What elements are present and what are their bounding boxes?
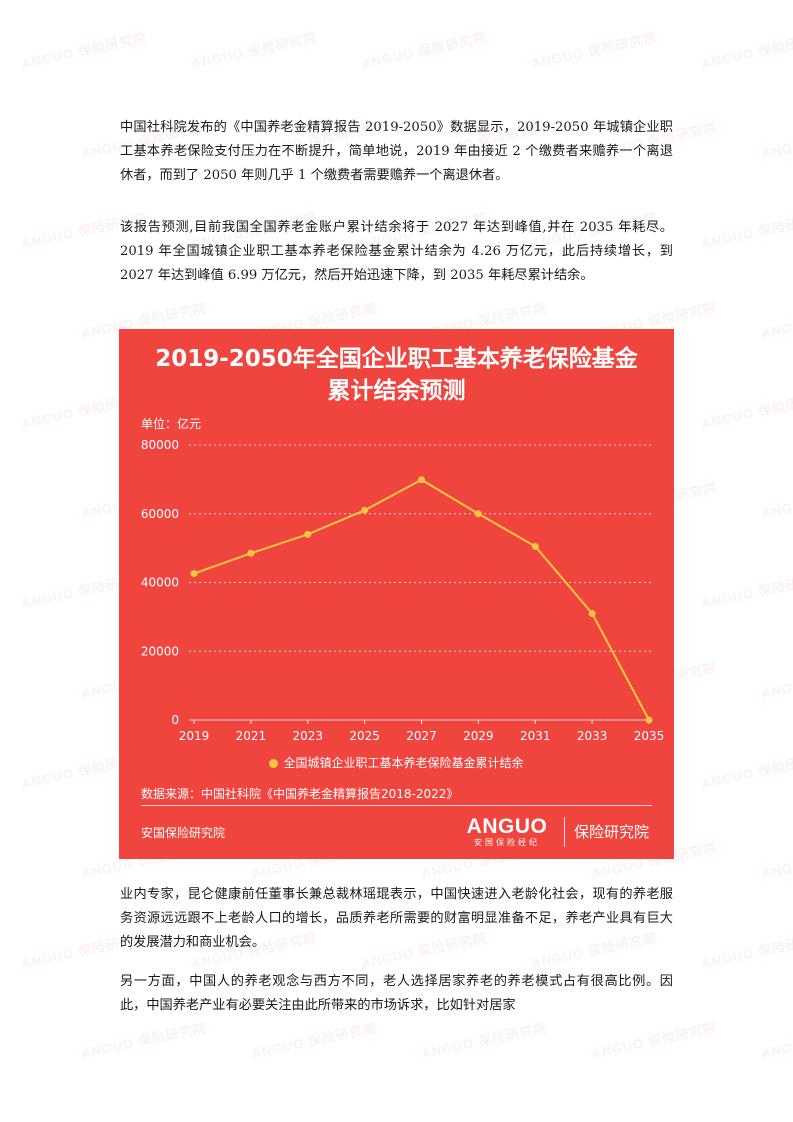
watermark-text: ANGUO 保险研究院: [700, 569, 793, 612]
chart-legend: 全国城镇企业职工基本养老保险基金累计结余: [119, 754, 674, 771]
brand-sub: 安国保险经纪: [474, 838, 540, 847]
data-point: [361, 506, 369, 514]
y-tick-label: 80000: [141, 438, 179, 452]
data-point: [418, 476, 425, 484]
x-tick-label: 2021: [236, 729, 267, 743]
data-point: [531, 542, 539, 550]
watermark-text: ANGUO 保险研究院: [760, 840, 793, 882]
watermark-text: ANGUO 保险研究院: [250, 1019, 379, 1062]
x-tick-label: 2025: [349, 729, 380, 743]
watermark-text: ANGUO 保险研究院: [20, 29, 149, 72]
legend-label: 全国城镇企业职工基本养老保险基金累计结余: [283, 756, 524, 770]
x-tick-label: 2027: [406, 729, 437, 743]
data-point: [645, 716, 653, 724]
y-tick-label: 0: [171, 713, 179, 727]
watermark-text: ANGUO 保险研究院: [80, 1019, 209, 1062]
x-tick-label: 2035: [634, 729, 665, 743]
watermark-text: ANGUO 保险研究院: [190, 29, 319, 72]
y-tick-label: 60000: [141, 507, 179, 521]
watermark-text: ANGUO 保险研究院: [700, 749, 793, 792]
watermark-text: ANGUO 保险研究院: [360, 29, 489, 72]
watermark-text: ANGUO 保险研究院: [420, 1019, 549, 1062]
paragraph-1: 中国社科院发布的《中国养老金精算报告 2019-2050》数据显示，2019-2…: [120, 120, 673, 183]
x-tick-label: 2031: [520, 729, 551, 743]
watermark-text: ANGUO 保险研究院: [700, 389, 793, 432]
brand-separator: [564, 817, 565, 847]
unit-label: 单位：亿元: [141, 417, 202, 431]
x-tick-label: 2019: [179, 729, 210, 743]
watermark-text: ANGUO 保险研究院: [760, 1020, 793, 1062]
data-point: [588, 609, 596, 617]
watermark-text: ANGUO 保险研究院: [760, 660, 793, 702]
watermark-text: ANGUO 保险研究院: [590, 1019, 719, 1062]
line-chart: 0 20000 40000 60000 80000 2019 2021 2023 2025 202…: [141, 438, 665, 743]
paragraph-2: 该报告预测,目前我国全国养老金账户累计结余将于 2027 年达到峰值,并在 20…: [120, 220, 673, 283]
watermark-text: ANGUO 保险研究院: [760, 300, 793, 342]
x-tick-label: 2029: [463, 729, 494, 743]
watermark-text: ANGUO 保险研究院: [700, 209, 793, 252]
brand-right: 保险研究院: [574, 823, 650, 841]
paragraph-3: 业内专家，昆仑健康前任董事长兼总裁林瑶琨表示，中国快速进入老龄化社会，现有的养老…: [120, 887, 673, 950]
chart-title-line-1: 2019-2050年全国企业职工基本养老保险基金: [155, 346, 638, 372]
paragraph-4: 另一方面，中国人的养老观念与西方不同，老人选择居家养老的养老模式占有很高比例。因…: [120, 974, 673, 1013]
chart-title-line-2: 累计结余预测: [327, 378, 466, 404]
y-tick-label: 20000: [141, 644, 179, 658]
series-line: [193, 478, 650, 721]
x-tick-label: 2033: [577, 729, 608, 743]
watermark-text: ANGUO 保险研究院: [760, 480, 793, 522]
data-point: [474, 510, 482, 518]
data-source: 数据来源：中国社科院《中国养老金精算报告2018-2022》: [141, 787, 459, 801]
watermark-text: ANGUO 保险研究院: [530, 29, 659, 72]
x-tick-label: 2023: [292, 729, 323, 743]
watermark-text: ANGUO 保险研究院: [700, 929, 793, 972]
anguo-logo: ANGUO 安国保险经纪: [459, 816, 555, 848]
data-point: [247, 549, 255, 557]
chart-title: 2019-2050年全国企业职工基本养老保险基金 累计结余预测: [119, 343, 674, 407]
watermark-text: ANGUO 保险研究院: [760, 120, 793, 162]
brand-main: ANGUO: [466, 815, 548, 838]
legend-dot-icon: [269, 759, 279, 768]
footer-institute: 安国保险研究院: [141, 826, 226, 840]
data-point: [304, 530, 312, 538]
y-tick-label: 40000: [141, 576, 179, 590]
divider: [141, 805, 652, 806]
data-point: [190, 570, 198, 578]
watermark-text: ANGUO 保险研究院: [700, 29, 793, 72]
